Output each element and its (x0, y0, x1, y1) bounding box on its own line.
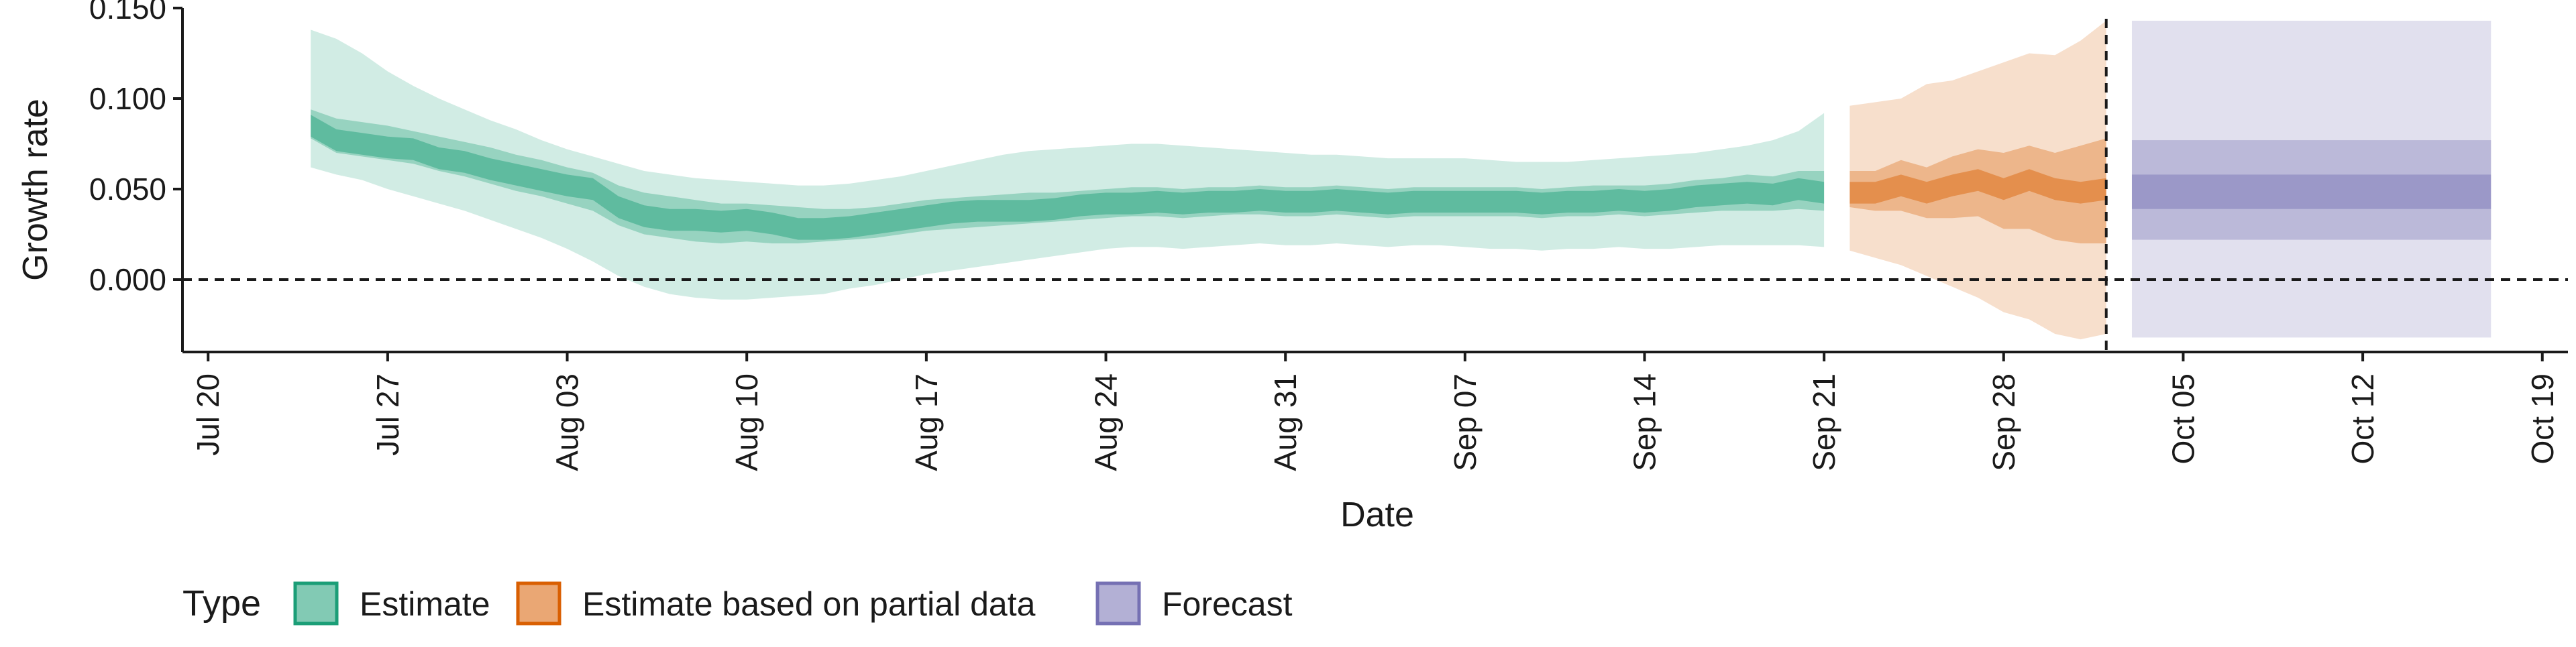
y-tick-label: 0.100 (89, 81, 166, 116)
legend-label: Estimate based on partial data (582, 585, 1036, 623)
series-estimate-based-on-partial-data (1849, 20, 2106, 340)
x-tick-label: Sep 07 (1448, 373, 1483, 471)
forecast-band-90 (2131, 20, 2491, 338)
x-tick-label: Jul 27 (370, 373, 405, 456)
legend-item-forecast: Forecast (1095, 581, 1293, 626)
estimate-based-on-partial-data-band-90 (1849, 20, 2106, 340)
y-tick-label: 0.150 (89, 0, 166, 25)
x-tick-label: Jul 20 (191, 373, 225, 456)
x-tick-label: Sep 28 (1986, 373, 2021, 471)
estimate-based-on-partial-data-band-median (1849, 169, 2106, 204)
reference-lines (182, 19, 2568, 352)
x-tick-label: Sep 21 (1807, 373, 1841, 471)
estimate-band-90 (311, 30, 1825, 300)
axes: 0.000 0.050 0.100 0.150 Jul 20 Jul 27 Aug 03 Au… (89, 0, 2568, 471)
bands-layer (311, 20, 2491, 340)
x-tick-label: Oct 19 (2525, 373, 2560, 465)
estimate-band-median (311, 115, 1825, 240)
estimate-band-50 (311, 109, 1825, 243)
series-forecast (2131, 20, 2491, 338)
x-tick-label: Oct 12 (2345, 373, 2380, 465)
legend-label: Forecast (1162, 585, 1293, 623)
legend: Type Estimate Estimate based on partial da… (182, 581, 1293, 626)
legend-item-estimate: Estimate (293, 581, 490, 626)
forecast-band-50 (2131, 174, 2491, 209)
estimate-based-on-partial-data-band-50 (1849, 138, 2106, 243)
y-tick-label: 0.050 (89, 172, 166, 207)
x-tick-label: Aug 24 (1089, 373, 1124, 471)
legend-title: Type (182, 583, 261, 624)
legend-swatch (516, 581, 561, 626)
legend-swatch (1095, 581, 1141, 626)
legend-swatch (293, 581, 339, 626)
y-axis-title: Growth rate (16, 99, 55, 281)
x-tick-label: Aug 03 (550, 373, 585, 471)
x-tick-label: Aug 10 (729, 373, 764, 471)
legend-label: Estimate (360, 585, 490, 623)
legend-item-estimate-based-on-partial-data: Estimate based on partial data (516, 581, 1036, 626)
y-tick-label: 0.000 (89, 262, 166, 297)
x-axis-title: Date (1340, 495, 1414, 534)
x-tick-label: Aug 17 (909, 373, 944, 471)
x-tick-label: Sep 14 (1627, 373, 1662, 471)
series-estimate (311, 30, 1825, 300)
forecast-band-wide-inner (2131, 140, 2491, 240)
x-tick-label: Oct 05 (2166, 373, 2201, 465)
x-tick-label: Aug 31 (1268, 373, 1303, 471)
